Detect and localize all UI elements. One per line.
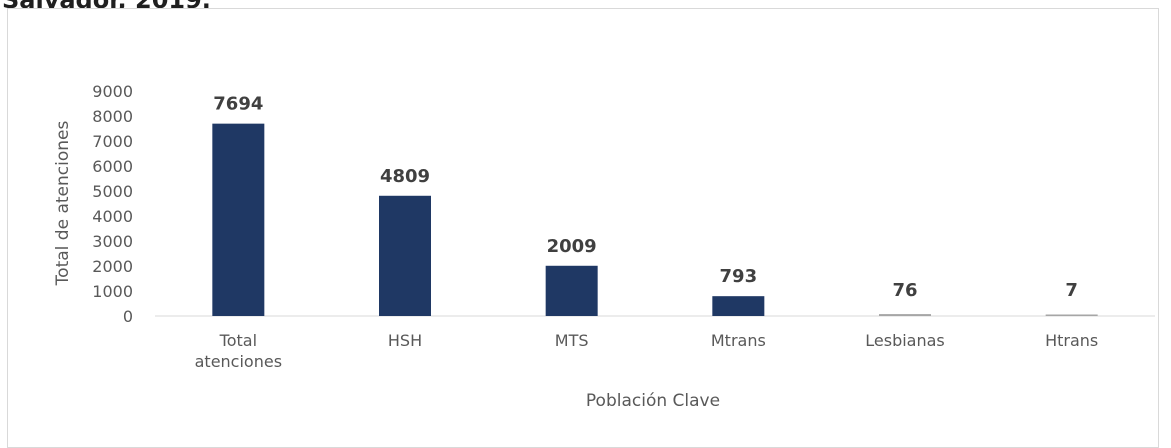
bar-lesbianas	[879, 314, 931, 316]
bar-mts	[545, 265, 598, 316]
data-label: 793	[720, 266, 758, 287]
y-tick-label: 9000	[92, 82, 133, 101]
y-axis-title: Total de atenciones	[53, 121, 73, 287]
y-tick-label: 5000	[92, 182, 133, 201]
data-label: 7	[1065, 280, 1078, 301]
data-label: 2009	[547, 236, 597, 257]
x-tick-label: Htrans	[1045, 331, 1098, 350]
bar-mtrans	[712, 296, 765, 316]
y-tick-label: 1000	[92, 282, 133, 301]
x-axis-title: Población Clave	[586, 391, 720, 411]
y-axis-ticks: 0 1000 2000 3000 4000 5000 6000 7000 8000 9000	[92, 82, 133, 326]
y-tick-label: 4000	[92, 207, 133, 226]
y-tick-label: 6000	[92, 157, 133, 176]
bars	[212, 123, 1098, 317]
x-tick-label: Mtrans	[711, 331, 766, 350]
x-tick-label: MTS	[555, 331, 589, 350]
y-tick-label: 2000	[92, 257, 133, 276]
bar-chart: 0 1000 2000 3000 4000 5000 6000 7000 8000 9000 76…	[53, 82, 1155, 411]
y-tick-label: 8000	[92, 107, 133, 126]
category-labels: Total atenciones HSH MTS Mtrans Lesbianas Htra…	[195, 331, 1099, 371]
chart-frame	[7, 8, 1159, 448]
y-tick-label: 7000	[92, 132, 133, 151]
data-label: 7694	[213, 94, 263, 115]
x-tick-label: Lesbianas	[865, 331, 945, 350]
y-tick-label: 3000	[92, 232, 133, 251]
bar-htrans	[1045, 314, 1098, 316]
x-tick-label: HSH	[388, 331, 422, 350]
bar-total-atenciones	[212, 123, 265, 317]
x-tick-label: Total atenciones	[195, 331, 282, 371]
y-tick-label: 0	[123, 307, 133, 326]
data-label: 76	[892, 280, 917, 301]
bar-hsh	[379, 195, 431, 316]
data-labels: 7694 4809 2009 793 76 7	[213, 94, 1078, 301]
data-label: 4809	[380, 166, 430, 187]
